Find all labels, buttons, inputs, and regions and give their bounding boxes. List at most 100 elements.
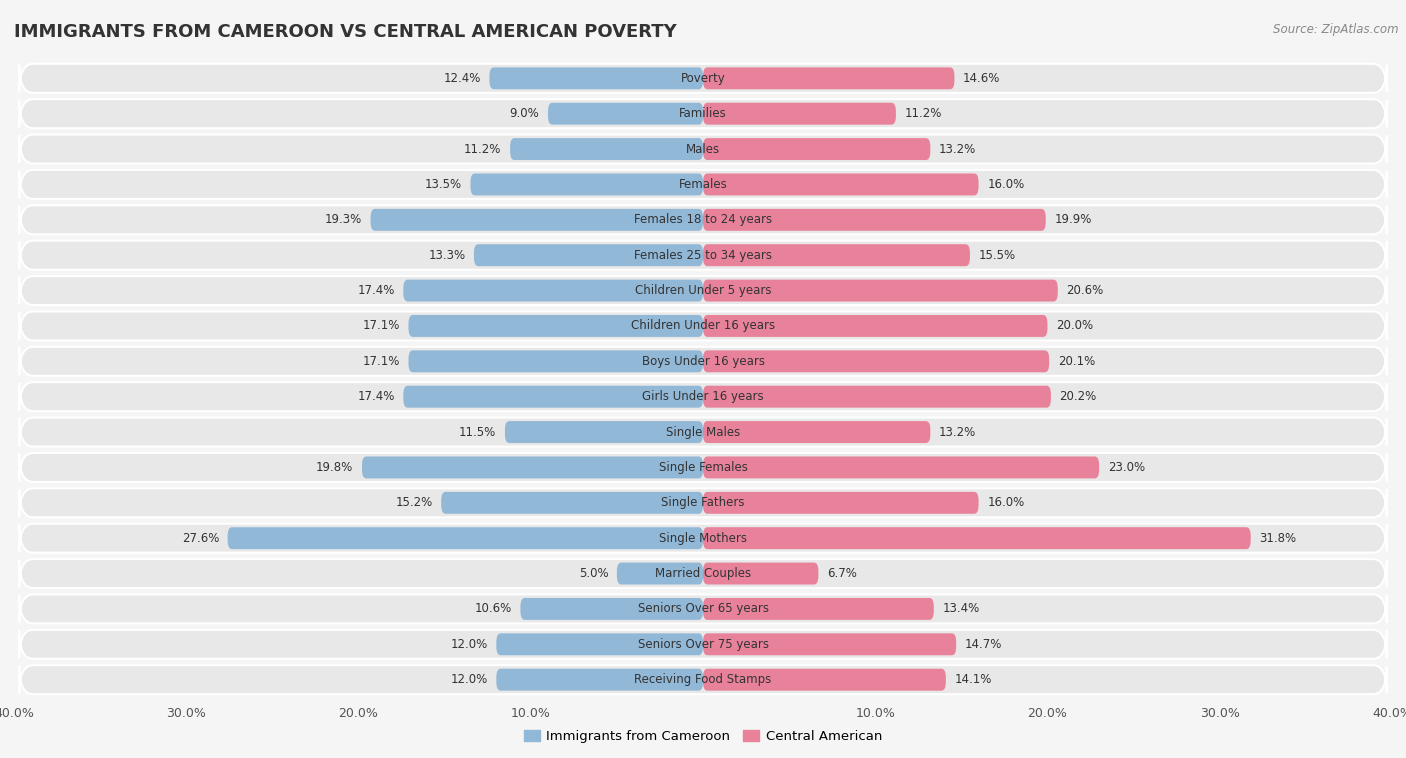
Text: 27.6%: 27.6% [181,531,219,545]
Text: 12.4%: 12.4% [443,72,481,85]
FancyBboxPatch shape [228,528,703,549]
FancyBboxPatch shape [703,386,1050,408]
Text: 10.6%: 10.6% [475,603,512,615]
FancyBboxPatch shape [703,669,946,691]
Text: 19.3%: 19.3% [325,213,361,227]
FancyBboxPatch shape [20,666,1386,694]
FancyBboxPatch shape [404,280,703,302]
FancyBboxPatch shape [703,634,956,655]
Text: Children Under 5 years: Children Under 5 years [634,284,772,297]
Text: 17.1%: 17.1% [363,355,399,368]
Text: 13.4%: 13.4% [942,603,980,615]
FancyBboxPatch shape [371,209,703,230]
FancyBboxPatch shape [471,174,703,196]
FancyBboxPatch shape [20,241,1386,270]
FancyBboxPatch shape [496,634,703,655]
FancyBboxPatch shape [703,209,1046,230]
Text: 11.2%: 11.2% [464,143,502,155]
Text: 14.6%: 14.6% [963,72,1001,85]
Text: 20.0%: 20.0% [1056,319,1094,333]
FancyBboxPatch shape [20,559,1386,588]
Text: 17.4%: 17.4% [357,390,395,403]
Legend: Immigrants from Cameroon, Central American: Immigrants from Cameroon, Central Americ… [519,725,887,748]
Text: Girls Under 16 years: Girls Under 16 years [643,390,763,403]
FancyBboxPatch shape [703,528,1251,549]
Text: Females: Females [679,178,727,191]
Text: 17.1%: 17.1% [363,319,399,333]
FancyBboxPatch shape [20,312,1386,340]
FancyBboxPatch shape [496,669,703,691]
Text: Married Couples: Married Couples [655,567,751,580]
Text: 15.2%: 15.2% [395,496,433,509]
Text: 11.5%: 11.5% [460,425,496,439]
Text: Single Mothers: Single Mothers [659,531,747,545]
Text: 20.2%: 20.2% [1060,390,1097,403]
FancyBboxPatch shape [510,138,703,160]
FancyBboxPatch shape [20,205,1386,234]
Text: Receiving Food Stamps: Receiving Food Stamps [634,673,772,686]
Text: 14.1%: 14.1% [955,673,991,686]
FancyBboxPatch shape [20,453,1386,482]
FancyBboxPatch shape [703,456,1099,478]
FancyBboxPatch shape [20,630,1386,659]
FancyBboxPatch shape [20,135,1386,164]
Text: 11.2%: 11.2% [904,107,942,121]
FancyBboxPatch shape [20,170,1386,199]
FancyBboxPatch shape [20,594,1386,623]
FancyBboxPatch shape [20,347,1386,376]
FancyBboxPatch shape [20,418,1386,446]
FancyBboxPatch shape [703,492,979,514]
FancyBboxPatch shape [703,598,934,620]
FancyBboxPatch shape [20,488,1386,517]
FancyBboxPatch shape [474,244,703,266]
Text: Single Females: Single Females [658,461,748,474]
Text: 13.3%: 13.3% [429,249,465,262]
FancyBboxPatch shape [409,315,703,337]
Text: 31.8%: 31.8% [1260,531,1296,545]
FancyBboxPatch shape [20,99,1386,128]
FancyBboxPatch shape [703,421,931,443]
FancyBboxPatch shape [505,421,703,443]
Text: Seniors Over 75 years: Seniors Over 75 years [637,637,769,651]
FancyBboxPatch shape [489,67,703,89]
FancyBboxPatch shape [703,280,1057,302]
Text: 23.0%: 23.0% [1108,461,1144,474]
Text: 12.0%: 12.0% [450,637,488,651]
Text: 13.5%: 13.5% [425,178,463,191]
Text: 13.2%: 13.2% [939,425,976,439]
Text: 14.7%: 14.7% [965,637,1002,651]
FancyBboxPatch shape [20,524,1386,553]
FancyBboxPatch shape [703,138,931,160]
Text: 17.4%: 17.4% [357,284,395,297]
Text: 13.2%: 13.2% [939,143,976,155]
FancyBboxPatch shape [520,598,703,620]
Text: Boys Under 16 years: Boys Under 16 years [641,355,765,368]
Text: Children Under 16 years: Children Under 16 years [631,319,775,333]
Text: Seniors Over 65 years: Seniors Over 65 years [637,603,769,615]
Text: Poverty: Poverty [681,72,725,85]
FancyBboxPatch shape [703,562,818,584]
FancyBboxPatch shape [404,386,703,408]
Text: 20.6%: 20.6% [1066,284,1104,297]
Text: 15.5%: 15.5% [979,249,1015,262]
FancyBboxPatch shape [20,382,1386,411]
Text: 20.1%: 20.1% [1057,355,1095,368]
FancyBboxPatch shape [20,64,1386,92]
FancyBboxPatch shape [703,315,1047,337]
FancyBboxPatch shape [617,562,703,584]
Text: 5.0%: 5.0% [579,567,609,580]
FancyBboxPatch shape [20,276,1386,305]
Text: Males: Males [686,143,720,155]
Text: 6.7%: 6.7% [827,567,856,580]
Text: Families: Families [679,107,727,121]
Text: 16.0%: 16.0% [987,496,1025,509]
Text: Single Fathers: Single Fathers [661,496,745,509]
FancyBboxPatch shape [703,67,955,89]
Text: 19.8%: 19.8% [316,461,353,474]
Text: IMMIGRANTS FROM CAMEROON VS CENTRAL AMERICAN POVERTY: IMMIGRANTS FROM CAMEROON VS CENTRAL AMER… [14,23,676,41]
FancyBboxPatch shape [548,103,703,124]
Text: 16.0%: 16.0% [987,178,1025,191]
Text: Single Males: Single Males [666,425,740,439]
FancyBboxPatch shape [703,244,970,266]
Text: 12.0%: 12.0% [450,673,488,686]
